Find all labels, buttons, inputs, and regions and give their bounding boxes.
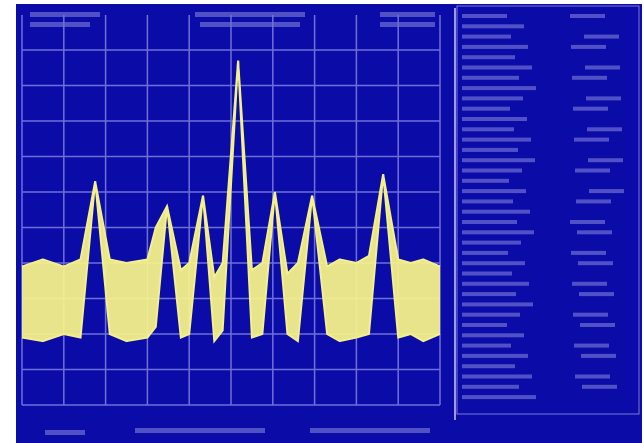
panel-value (582, 385, 617, 389)
panel-value (571, 45, 606, 49)
panel-row (462, 395, 536, 399)
panel-value (574, 344, 609, 348)
panel-row (462, 14, 507, 18)
panel-row (462, 282, 529, 286)
panel-row (462, 55, 515, 59)
panel-row (462, 76, 519, 80)
panel-row (462, 354, 528, 358)
panel-row (462, 148, 518, 152)
panel-value (585, 66, 620, 70)
panel-row (462, 210, 530, 214)
panel-row (462, 375, 532, 379)
panel-row (462, 179, 509, 183)
panel-value (584, 35, 619, 39)
panel-value (574, 138, 609, 142)
panel-row (462, 272, 512, 276)
screen-background (16, 4, 642, 443)
panel-value (587, 127, 622, 131)
panel-row (462, 107, 510, 111)
panel-row (462, 302, 533, 306)
panel-value (579, 292, 614, 296)
panel-value (572, 282, 607, 286)
panel-value (572, 76, 607, 80)
panel-value (589, 189, 624, 193)
panel-value (571, 251, 606, 255)
panel-row (462, 385, 519, 389)
panel-row (462, 66, 532, 70)
panel-row (462, 251, 508, 255)
panel-row (462, 364, 515, 368)
panel-value (573, 107, 608, 111)
panel-value (576, 199, 611, 203)
panel-row (462, 189, 526, 193)
panel-value (570, 14, 605, 18)
panel-row (462, 158, 535, 162)
panel-row (462, 323, 507, 327)
panel-row (462, 117, 527, 121)
panel-row (462, 344, 511, 348)
panel-value (570, 220, 605, 224)
panel-row (462, 24, 524, 28)
panel-row (462, 86, 536, 90)
panel-row (462, 313, 520, 317)
panel-row (462, 292, 516, 296)
panel-row (462, 45, 528, 49)
panel-value (586, 96, 621, 100)
panel-row (462, 169, 522, 173)
panel-row (462, 261, 525, 265)
panel-value (580, 323, 615, 327)
panel-value (588, 158, 623, 162)
panel-value (578, 261, 613, 265)
panel-row (462, 35, 511, 39)
panel-row (462, 127, 514, 131)
spectrum-analyzer-screen (0, 0, 644, 443)
panel-row (462, 96, 523, 100)
panel-value (581, 354, 616, 358)
panel-value (577, 230, 612, 234)
panel-row (462, 220, 517, 224)
panel-row (462, 333, 524, 337)
panel-row (462, 230, 534, 234)
panel-value (575, 169, 610, 173)
panel-row (462, 138, 531, 142)
panel-value (573, 313, 608, 317)
panel-value (575, 375, 610, 379)
panel-row (462, 241, 521, 245)
panel-row (462, 199, 513, 203)
